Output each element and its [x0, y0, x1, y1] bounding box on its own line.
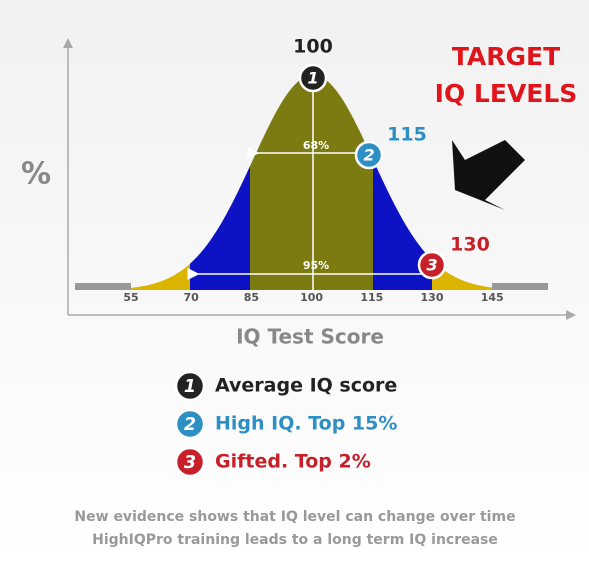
- curve-region: [373, 159, 432, 290]
- target-line: IQ LEVELS: [435, 79, 578, 108]
- curve-region: [250, 75, 373, 290]
- outer-band-label: 95%: [303, 259, 329, 272]
- tail-band: [492, 283, 548, 290]
- tail-band: [75, 283, 131, 290]
- marker-label: 130: [450, 234, 490, 256]
- ticks: 55 70 85 100 115 130 145: [123, 291, 503, 304]
- footer-line: HighIQPro training leads to a long term …: [92, 532, 498, 548]
- y-axis-arrow: [63, 38, 73, 48]
- legend-text: Gifted. Top 2%: [215, 451, 371, 473]
- curve-region: [131, 263, 190, 290]
- x-axis-arrow: [566, 310, 576, 320]
- curve-region: [190, 166, 250, 290]
- x-tick-label: 145: [481, 291, 504, 304]
- badge-number: 3: [426, 256, 437, 275]
- x-tick-label: 115: [360, 291, 383, 304]
- number-badge: [298, 63, 328, 93]
- number-badge: [174, 408, 206, 440]
- x-tick-label: 55: [123, 291, 138, 304]
- curve-region: [432, 259, 492, 290]
- legend: 1 Average IQ score 2 High IQ. Top 15% 3 Gifte…: [174, 370, 397, 478]
- badge-number: 1: [184, 377, 196, 397]
- number-badge: [174, 446, 206, 478]
- x-tick-label: 100: [300, 291, 323, 304]
- badge-number: 1: [307, 69, 318, 88]
- target-line: TARGET: [452, 42, 560, 71]
- inner-band-label: 68%: [303, 139, 329, 152]
- x-tick-label: 85: [244, 291, 259, 304]
- number-badge: [174, 370, 206, 402]
- number-badge: [354, 140, 384, 170]
- x-tick-label: 130: [421, 291, 444, 304]
- marker-label: 115: [387, 124, 427, 146]
- badge-number: 2: [184, 415, 196, 435]
- footer-line: New evidence shows that IQ level can cha…: [74, 509, 515, 525]
- marker-label: 100: [293, 36, 333, 58]
- markers: 1 100 2 115 3 130: [293, 36, 490, 280]
- target-arrow: [452, 140, 525, 210]
- bell-curve: [75, 75, 548, 290]
- badge-number: 2: [363, 146, 374, 165]
- x-tick-label: 70: [184, 291, 200, 304]
- number-badge: [417, 250, 447, 280]
- legend-text: High IQ. Top 15%: [215, 413, 397, 435]
- x-label: IQ Test Score: [236, 325, 384, 349]
- legend-text: Average IQ score: [215, 375, 397, 397]
- y-label: %: [21, 157, 51, 192]
- badge-number: 3: [184, 453, 196, 473]
